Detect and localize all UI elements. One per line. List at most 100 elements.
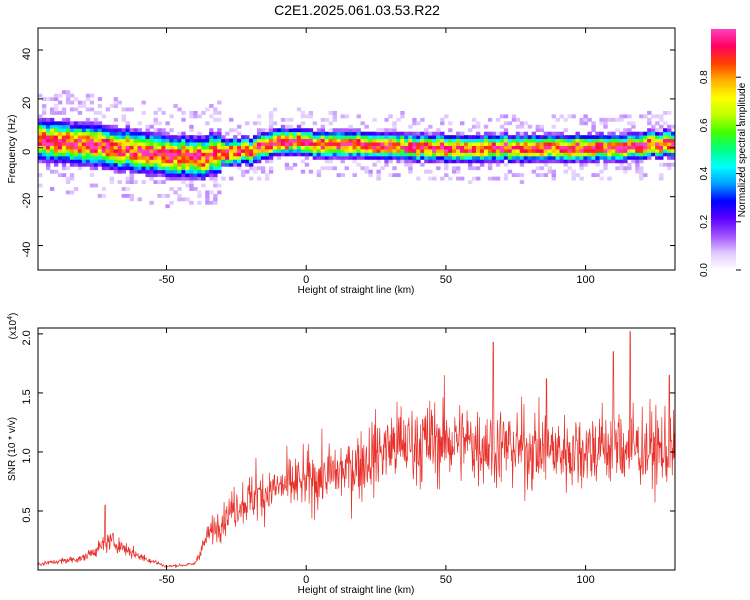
heatmap-cell <box>491 159 497 164</box>
heatmap-cell <box>256 114 262 119</box>
heatmap-cell <box>173 104 178 108</box>
heatmap-cell <box>408 142 413 146</box>
heatmap-cell <box>511 145 517 150</box>
heatmap-cell <box>181 173 186 178</box>
heatmap-cell <box>523 138 529 143</box>
heatmap-cell <box>121 138 126 143</box>
heatmap-cell <box>93 117 99 122</box>
heatmap-cell <box>125 166 130 171</box>
heatmap-cell <box>619 145 624 150</box>
heatmap-cell <box>595 145 600 150</box>
heatmap-cell <box>205 149 210 153</box>
heatmap-cell <box>575 152 580 157</box>
heatmap-cell <box>308 138 314 143</box>
heatmap-cell <box>161 162 166 167</box>
heatmap-cell <box>348 131 353 136</box>
heatmap-cell <box>571 138 576 143</box>
heatmap-cell <box>519 173 525 178</box>
heatmap-cell <box>209 104 214 108</box>
heatmap-cell <box>153 131 158 136</box>
heatmap-cell <box>467 149 473 153</box>
heatmap-cell <box>49 145 55 150</box>
heatmap-cell <box>324 166 330 171</box>
heatmap-cell <box>475 176 481 181</box>
heatmap-cell <box>388 135 393 140</box>
heatmap-cell <box>583 145 588 150</box>
heatmap-cell <box>225 149 230 153</box>
heatmap-cell <box>205 162 210 167</box>
heatmap-cell <box>209 145 214 150</box>
heatmap-cell <box>563 169 568 174</box>
heatmap-cell <box>583 159 588 164</box>
heatmap-cell <box>121 135 126 140</box>
heatmap-cell <box>165 142 170 146</box>
heatmap-cell <box>73 187 79 191</box>
heatmap-cell <box>38 124 43 129</box>
heatmap-cell <box>276 155 282 160</box>
heatmap-cell <box>475 124 481 129</box>
heatmap-cell <box>304 138 310 143</box>
heatmap-cell <box>340 149 345 153</box>
heatmap-cell <box>129 149 134 153</box>
heatmap-cell <box>667 124 672 129</box>
heatmap-cell <box>65 159 71 164</box>
heatmap-cell <box>153 145 158 150</box>
heatmap-cell <box>181 142 186 146</box>
heatmap-cell <box>225 142 230 146</box>
heatmap-cell <box>280 138 286 143</box>
heatmap-cell <box>623 142 628 146</box>
heatmap-cell <box>340 159 345 164</box>
heatmap-cell <box>388 138 393 143</box>
heatmap-cell <box>436 145 441 150</box>
heatmap-cell <box>233 142 238 146</box>
heatmap-cell <box>117 100 123 105</box>
heatmap-cell <box>416 135 421 140</box>
heatmap-cell <box>408 169 413 174</box>
heatmap-cell <box>320 128 326 133</box>
heatmap-cell <box>635 166 640 171</box>
heatmap-cell <box>599 117 604 122</box>
heatmap-cell <box>181 145 186 150</box>
heatmap-cell <box>185 152 190 157</box>
heatmap-cell <box>336 173 341 178</box>
heatmap-cell <box>185 155 190 160</box>
heatmap-cell <box>575 149 580 153</box>
heatmap-cell <box>591 142 596 146</box>
heatmap-cell <box>328 138 334 143</box>
heatmap-cell <box>420 162 425 167</box>
heatmap-cell <box>384 135 389 140</box>
heatmap-cell <box>292 145 298 150</box>
heatmap-cell <box>551 176 556 181</box>
heatmap-cell <box>543 131 548 136</box>
heatmap-cell <box>360 121 365 126</box>
heatmap-cell <box>245 162 250 167</box>
heatmap-cell <box>364 166 369 171</box>
heatmap-cell <box>125 107 130 112</box>
heatmap-cell <box>312 149 318 153</box>
heatmap-cell <box>348 135 353 140</box>
heatmap-cell <box>499 142 505 146</box>
heatmap-cell <box>125 152 130 157</box>
heatmap-cell <box>475 145 481 150</box>
heatmap-cell <box>241 169 246 174</box>
heatmap-cell <box>241 145 246 150</box>
heatmap-cell <box>603 159 608 164</box>
heatmap-cell <box>324 159 330 164</box>
heatmap-cell <box>280 124 286 129</box>
heatmap-cell <box>376 155 381 160</box>
heatmap-cell <box>547 145 552 150</box>
heatmap-cell <box>256 135 262 140</box>
heatmap-cell <box>320 166 326 171</box>
heatmap-cell <box>38 152 43 157</box>
heatmap-cell <box>268 149 274 153</box>
heatmap-cell <box>264 176 270 181</box>
heatmap-cell <box>296 124 302 129</box>
heatmap-cell <box>420 138 425 143</box>
heatmap-cell <box>252 152 258 157</box>
heatmap-cell <box>229 142 234 146</box>
heatmap-cell <box>101 187 107 191</box>
heatmap-cell <box>69 149 75 153</box>
heatmap-cell <box>643 152 648 157</box>
heatmap-cell <box>639 176 644 181</box>
heatmap-cell <box>471 155 477 160</box>
